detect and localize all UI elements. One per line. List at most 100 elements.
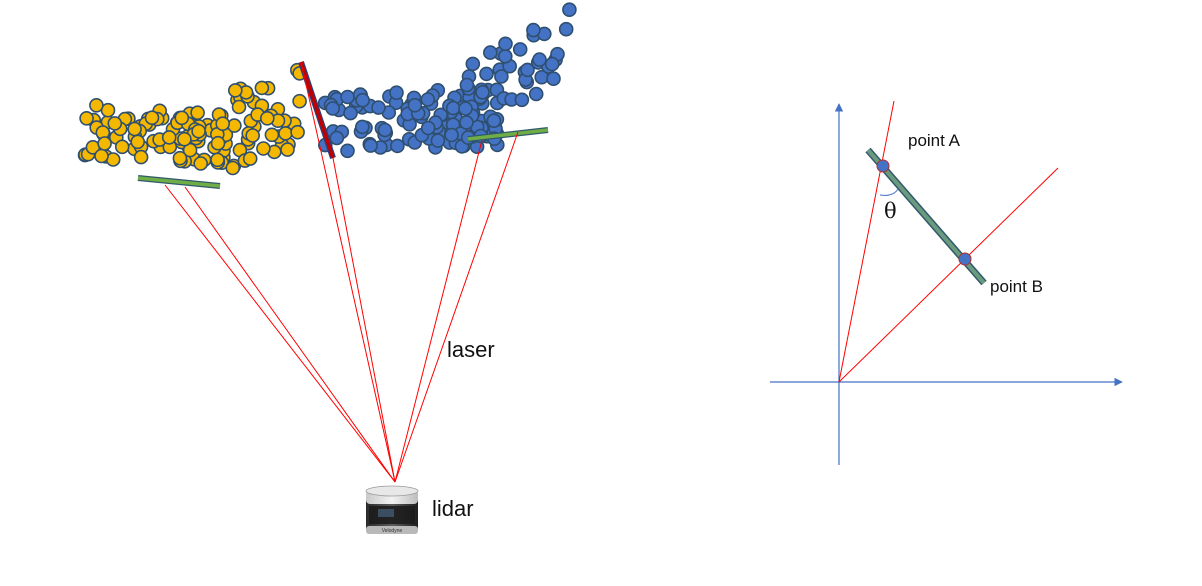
- cloud-point: [242, 151, 258, 166]
- cloud-point: [371, 100, 386, 115]
- theta-label: θ: [884, 199, 897, 223]
- cloud-point: [514, 92, 530, 108]
- cloud-point: [114, 139, 130, 155]
- cloud-point: [329, 130, 345, 146]
- cloud-point: [363, 138, 378, 153]
- cloud-point: [97, 136, 112, 151]
- cloud-point: [546, 71, 561, 86]
- cloud-point: [127, 121, 142, 137]
- cloud-point: [340, 89, 355, 105]
- point-b-marker: [958, 252, 972, 266]
- cloud-point: [215, 116, 230, 131]
- cloud-point: [486, 113, 502, 128]
- laser-ray: [394, 131, 519, 483]
- cloud-point: [526, 22, 541, 38]
- yellow-point-cloud: [77, 62, 307, 176]
- point-b-label: point B: [990, 277, 1043, 296]
- cloud-point: [562, 2, 577, 17]
- cloud-point: [172, 150, 188, 166]
- cloud-point: [130, 134, 145, 150]
- cloud-point: [278, 126, 293, 141]
- ray-to-point-b: [838, 167, 1059, 383]
- cloud-point: [343, 105, 358, 121]
- cloud-point: [259, 111, 275, 126]
- cloud-point: [325, 101, 341, 116]
- coordinate-axes: [770, 103, 1123, 465]
- cloud-point: [264, 127, 280, 143]
- laser-label: laser: [447, 337, 495, 362]
- cloud-point: [420, 92, 436, 107]
- ray-to-point-a: [838, 100, 895, 383]
- cloud-point: [465, 56, 481, 72]
- lidar-label: lidar: [432, 496, 474, 521]
- cloud-point: [494, 69, 509, 84]
- laser-rays: [164, 61, 519, 483]
- cloud-point: [225, 160, 241, 176]
- cloud-point: [94, 148, 109, 164]
- segment-green-left-fill: [137, 176, 221, 188]
- cloud-point: [459, 77, 475, 93]
- segment-green-right-fill: [467, 128, 549, 141]
- cloud-point: [210, 152, 225, 168]
- laser-ray: [164, 184, 396, 483]
- velodyne-lidar-icon: Velodyne: [365, 485, 419, 534]
- cloud-point: [532, 52, 547, 67]
- cloud-point: [245, 128, 260, 143]
- cloud-point: [528, 86, 544, 102]
- cloud-point: [280, 142, 295, 157]
- cloud-point: [107, 116, 123, 131]
- cloud-point: [193, 156, 208, 171]
- cloud-point: [445, 100, 461, 116]
- laser-ray: [394, 139, 483, 483]
- cloud-point: [174, 110, 190, 126]
- theta-arc: [879, 188, 899, 196]
- cloud-point: [190, 105, 205, 120]
- cloud-point: [420, 120, 436, 136]
- cloud-point: [498, 36, 513, 52]
- cloud-point: [89, 98, 104, 113]
- cloud-point: [520, 62, 535, 78]
- cloud-point: [459, 115, 474, 130]
- cloud-point: [191, 123, 206, 139]
- cloud-point: [558, 21, 574, 37]
- cloud-point: [355, 92, 370, 108]
- cloud-point: [390, 138, 405, 154]
- cloud-point: [144, 110, 160, 125]
- segment-red-middle-fill: [299, 61, 335, 159]
- cloud-point: [290, 124, 305, 140]
- laser-ray: [184, 186, 396, 483]
- point-a-marker: [876, 159, 890, 173]
- cloud-point: [512, 42, 528, 57]
- cloud-point: [407, 97, 423, 113]
- cloud-point: [389, 85, 404, 100]
- point-a-label: point A: [908, 131, 961, 150]
- cloud-point: [444, 127, 459, 143]
- cloud-point: [79, 111, 94, 126]
- laser-ray: [300, 61, 396, 483]
- cloud-point: [430, 133, 446, 148]
- cloud-point: [227, 118, 242, 133]
- cloud-point: [256, 141, 271, 156]
- laser-ray: [332, 157, 396, 483]
- geometry-rays: [838, 100, 1059, 383]
- cloud-point: [161, 130, 177, 145]
- cloud-point: [228, 83, 243, 98]
- cloud-point: [177, 131, 192, 147]
- cloud-point: [497, 48, 513, 64]
- cloud-point: [254, 80, 270, 96]
- cloud-point: [340, 143, 355, 159]
- blue-point-cloud: [317, 2, 577, 159]
- cloud-point: [377, 122, 393, 138]
- cloud-point: [292, 93, 307, 109]
- cloud-point: [458, 101, 473, 116]
- fitted-segments: [137, 61, 549, 189]
- cloud-point: [475, 85, 490, 100]
- cloud-point: [544, 56, 560, 72]
- cloud-point: [479, 66, 494, 82]
- cloud-point: [482, 45, 498, 60]
- cloud-point: [133, 149, 149, 165]
- svg-text:Velodyne: Velodyne: [382, 528, 403, 534]
- cloud-point: [354, 119, 370, 135]
- cloud-point: [210, 135, 226, 151]
